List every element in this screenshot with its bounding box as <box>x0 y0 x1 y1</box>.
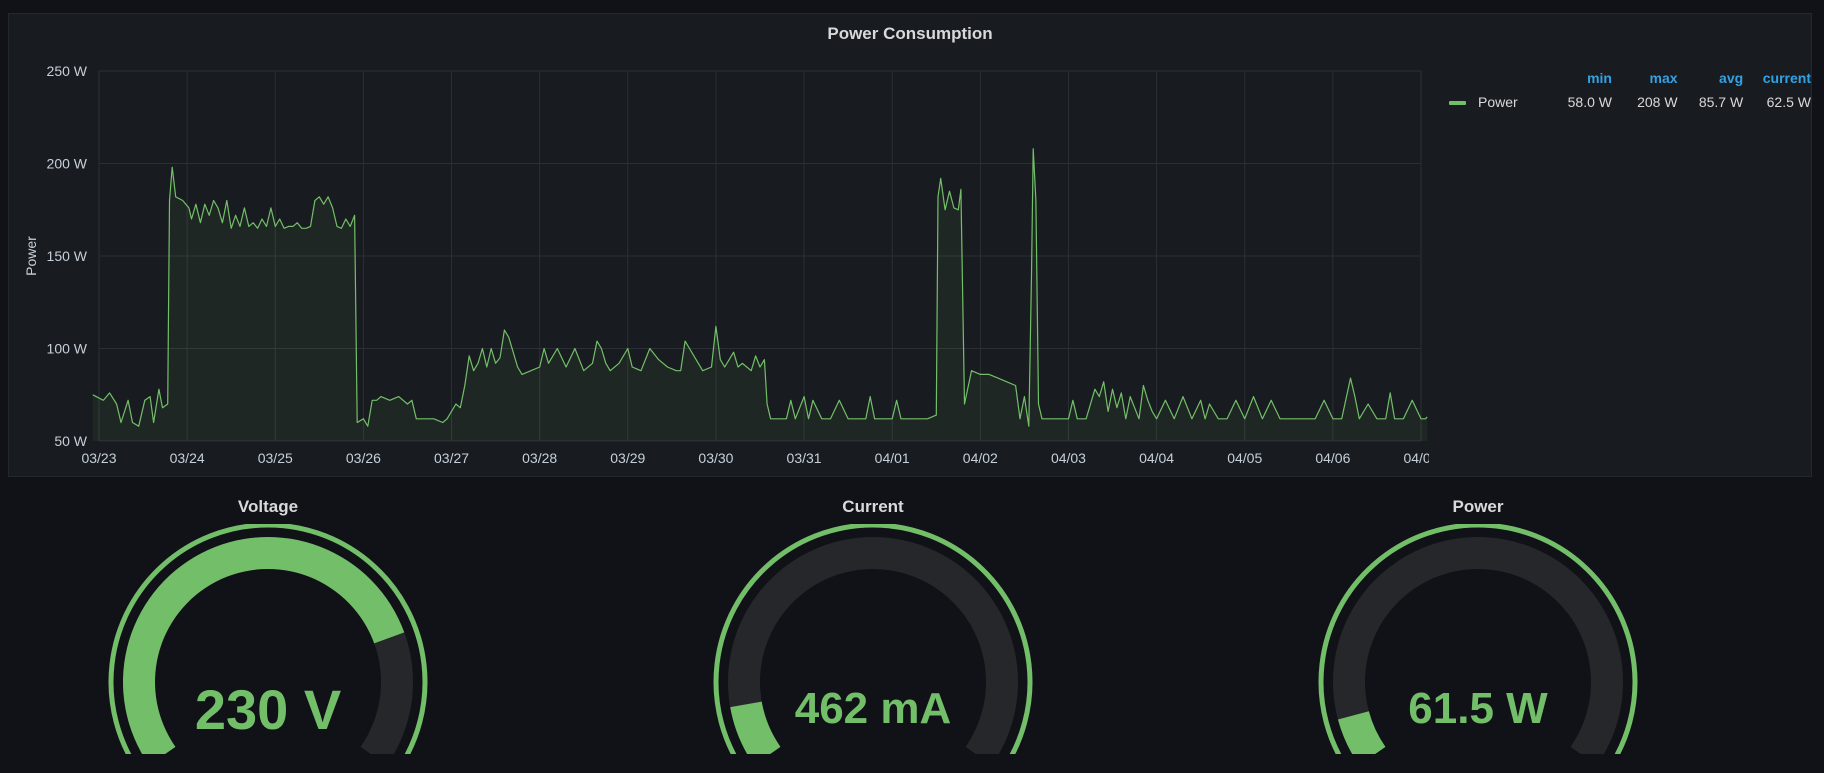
x-tick-label: 03/26 <box>346 450 381 466</box>
x-tick-label: 03/24 <box>170 450 205 466</box>
legend-value-min: 58.0 W <box>1567 94 1612 110</box>
power-gauge <box>1318 524 1638 754</box>
gauge-threshold-arc <box>108 524 428 754</box>
panel-title[interactable]: Power Consumption <box>827 24 993 43</box>
voltage-gauge <box>108 524 428 754</box>
gauge-value-arc <box>730 701 781 754</box>
legend-swatch <box>1449 101 1466 106</box>
gauge-value-voltage: 230 V <box>194 678 342 741</box>
legend-row-power[interactable]: Power 58.0 W 208 W 85.7 W 62.5 W <box>1449 94 1811 110</box>
legend-header-current[interactable]: current <box>1762 70 1811 86</box>
x-tick-label: 03/27 <box>434 450 469 466</box>
x-tick-label: 03/25 <box>258 450 293 466</box>
series-area-power <box>92 148 1428 441</box>
x-tick-label: 03/23 <box>81 450 116 466</box>
voltage-gauge-panel: Voltage 230 V <box>103 494 433 754</box>
x-tick-label: 03/30 <box>698 450 733 466</box>
current-gauge <box>713 524 1033 754</box>
legend-series-name[interactable]: Power <box>1478 94 1518 110</box>
gauge-threshold-arc <box>1318 524 1638 754</box>
x-tick-label: 04/06 <box>1315 450 1350 466</box>
x-tick-label: 04/02 <box>963 450 998 466</box>
gauge-track <box>1333 537 1623 754</box>
legend-header-min[interactable]: min <box>1587 70 1612 86</box>
gauge-value-power: 61.5 W <box>1408 684 1548 733</box>
x-tick-label: 04/07 <box>1403 450 1429 466</box>
gauge-value-arc <box>1337 711 1386 754</box>
legend-header-avg[interactable]: avg <box>1719 70 1744 86</box>
gauge-value-arc <box>122 537 405 754</box>
y-tick-label: 200 W <box>47 156 88 172</box>
x-tick-label: 03/31 <box>787 450 822 466</box>
y-tick-label: 50 W <box>54 433 87 449</box>
series-line-power[interactable] <box>92 148 1428 427</box>
gauge-value-current: 462 mA <box>794 684 952 733</box>
x-tick-label: 04/01 <box>875 450 910 466</box>
x-tick-label: 03/28 <box>522 450 557 466</box>
gauge-title-current[interactable]: Current <box>842 497 904 516</box>
gauge-track <box>728 537 1018 754</box>
y-axis-label: Power <box>23 236 39 276</box>
x-tick-label: 04/05 <box>1227 450 1262 466</box>
legend-value-current: 62.5 W <box>1766 94 1811 110</box>
power-gauge-panel: Power 61.5 W <box>1313 494 1643 754</box>
legend-value-avg: 85.7 W <box>1698 94 1744 110</box>
gauge-title-power[interactable]: Power <box>1452 497 1504 516</box>
y-tick-label: 100 W <box>47 341 88 357</box>
gauge-threshold-arc <box>713 524 1033 754</box>
gauge-title-voltage[interactable]: Voltage <box>237 497 299 516</box>
x-tick-label: 04/03 <box>1051 450 1086 466</box>
power-consumption-panel: Power Consumption 50 W 100 W 150 W 200 W 250… <box>8 13 1812 477</box>
legend-header-max[interactable]: max <box>1649 70 1678 86</box>
chart-legend: min max avg current Power 58.0 W 208 W 8… <box>1449 70 1811 110</box>
y-tick-label: 250 W <box>47 63 88 79</box>
x-tick-label: 04/04 <box>1139 450 1174 466</box>
legend-value-max: 208 W <box>1637 94 1678 110</box>
x-tick-label: 03/29 <box>610 450 645 466</box>
current-gauge-panel: Current 462 mA <box>708 494 1038 754</box>
y-tick-label: 150 W <box>47 248 88 264</box>
power-chart[interactable]: 50 W 100 W 150 W 200 W 250 W 03/23 03/24 03/25 0… <box>9 14 1429 478</box>
